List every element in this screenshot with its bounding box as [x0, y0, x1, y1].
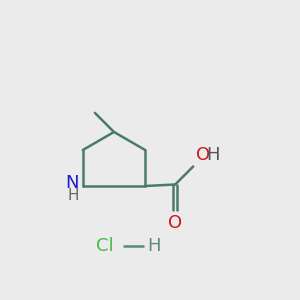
Text: N: N [66, 174, 79, 192]
Text: O: O [168, 214, 182, 232]
Text: H: H [147, 237, 160, 255]
Text: H: H [68, 188, 79, 203]
Text: O: O [196, 146, 210, 164]
Text: H: H [206, 146, 219, 164]
Text: Cl: Cl [96, 237, 114, 255]
